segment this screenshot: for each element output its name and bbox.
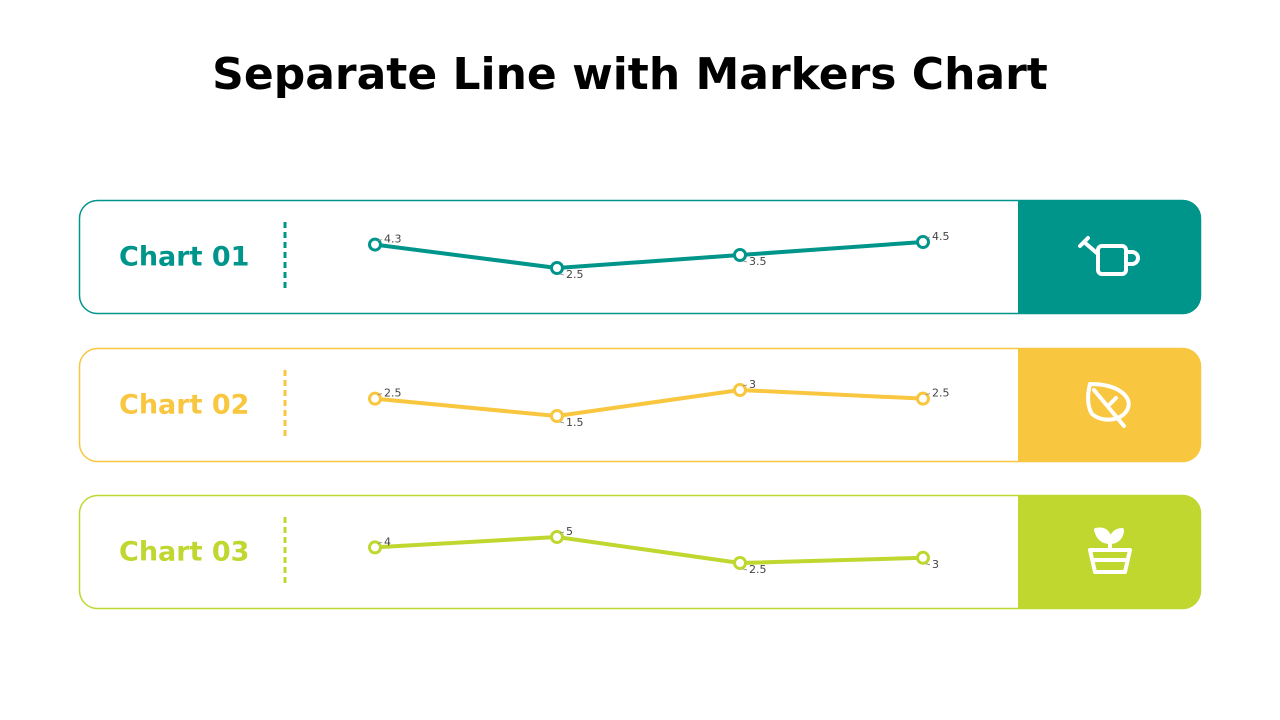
label-leader [559,531,565,534]
label-leader [559,273,565,276]
marker [916,550,930,565]
label-leader [742,384,748,387]
marker [733,248,747,262]
icon-plant-pot [1088,527,1132,574]
value-label: 3 [932,558,939,571]
marker [916,235,930,249]
chart-label: Chart 02 [119,390,249,421]
value-label: 2.5 [749,563,767,576]
value-label: 3.5 [749,255,767,268]
icon-watering-can [1078,236,1140,276]
chart-label: Chart 03 [119,537,249,568]
label-leader [925,563,931,566]
line [374,240,924,270]
value-label: 1.5 [566,416,584,429]
marker [368,391,382,406]
chart-label: Chart 01 [119,242,249,273]
label-leader [742,568,748,571]
marker [550,530,564,544]
marker [368,540,382,555]
marker [733,383,747,397]
marker [916,391,930,406]
value-label: 4.3 [384,233,402,246]
label-leader [925,236,931,239]
label-leader [742,260,748,263]
line [374,535,924,565]
value-label: 4 [384,535,391,548]
marker [550,261,564,275]
value-label: 4.5 [932,230,950,243]
marker [733,556,747,570]
value-label: 3 [749,378,756,391]
icon-box [1018,200,1201,314]
value-label: 2.5 [384,387,402,400]
marker [550,409,564,423]
charts: Chart 01 4.3 2.5 3.5 4.5 Chart 02 2.5 1.5 3 2.5 Ch… [78,199,1202,610]
label-leader [377,542,383,544]
label-leader [925,393,931,396]
icon-leaf [1086,382,1131,428]
label-leader [377,393,383,396]
value-label: 5 [566,525,573,538]
value-label: 2.5 [932,387,950,400]
label-leader [559,421,565,424]
label-leader [377,239,383,241]
marker [368,237,382,252]
value-label: 2.5 [566,268,584,281]
line [374,388,924,418]
page-title: Separate Line with Markers Chart [212,49,1048,100]
